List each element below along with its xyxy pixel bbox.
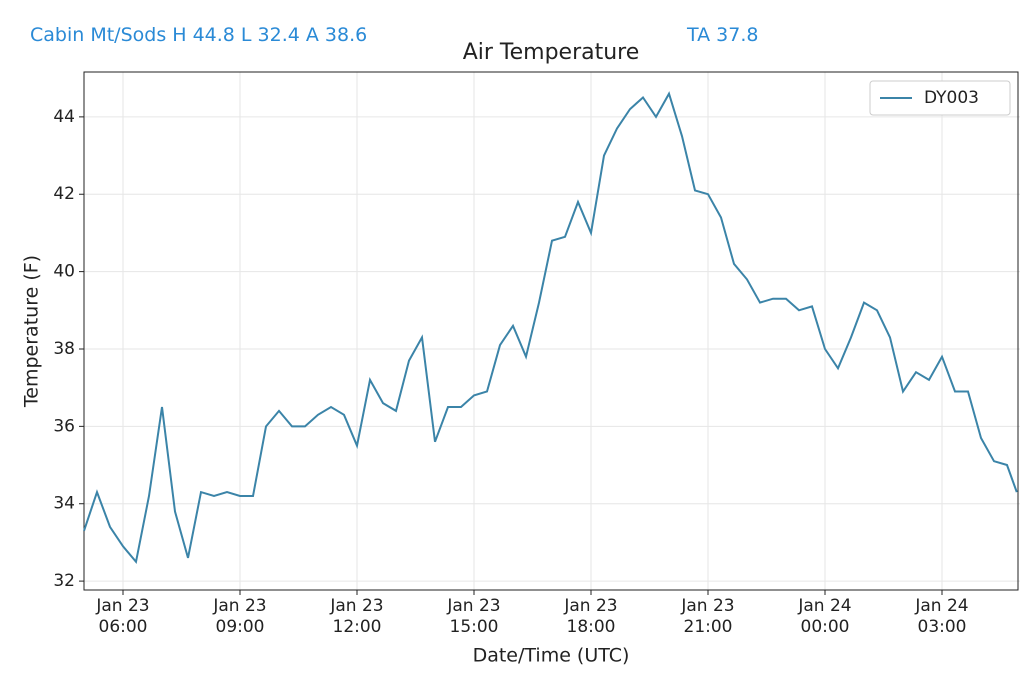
y-tick-label: 36 [53,416,75,436]
x-tick-label: Jan 24 03:00 [915,596,969,637]
y-tick-label: 44 [53,107,75,127]
x-tick-label: Jan 23 12:00 [330,596,384,637]
current-reading: TA 37.8 [687,24,759,46]
y-axis-label: Temperature (F) [21,255,43,408]
x-axis-label: Date/Time (UTC) [473,645,630,667]
x-tick-label: Jan 23 18:00 [564,596,618,637]
y-tick-label: 42 [53,184,75,204]
x-tick-label: Jan 23 21:00 [681,596,735,637]
y-tick-label: 40 [53,262,75,282]
y-tick-label: 38 [53,339,75,359]
x-tick-label: Jan 24 00:00 [798,596,852,637]
station-summary: Cabin Mt/Sods H 44.8 L 32.4 A 38.6 [30,24,368,46]
data-line [83,91,1018,565]
x-tick-label: Jan 23 06:00 [96,596,150,637]
legend-label: DY003 [924,88,979,108]
chart-title: Air Temperature [463,40,640,65]
plot-frame [83,71,1019,591]
x-tick-label: Jan 23 09:00 [213,596,267,637]
x-tick-label: Jan 23 15:00 [447,596,501,637]
legend-box [869,80,1011,116]
y-tick-label: 34 [53,494,75,514]
y-tick-label: 32 [53,571,75,591]
